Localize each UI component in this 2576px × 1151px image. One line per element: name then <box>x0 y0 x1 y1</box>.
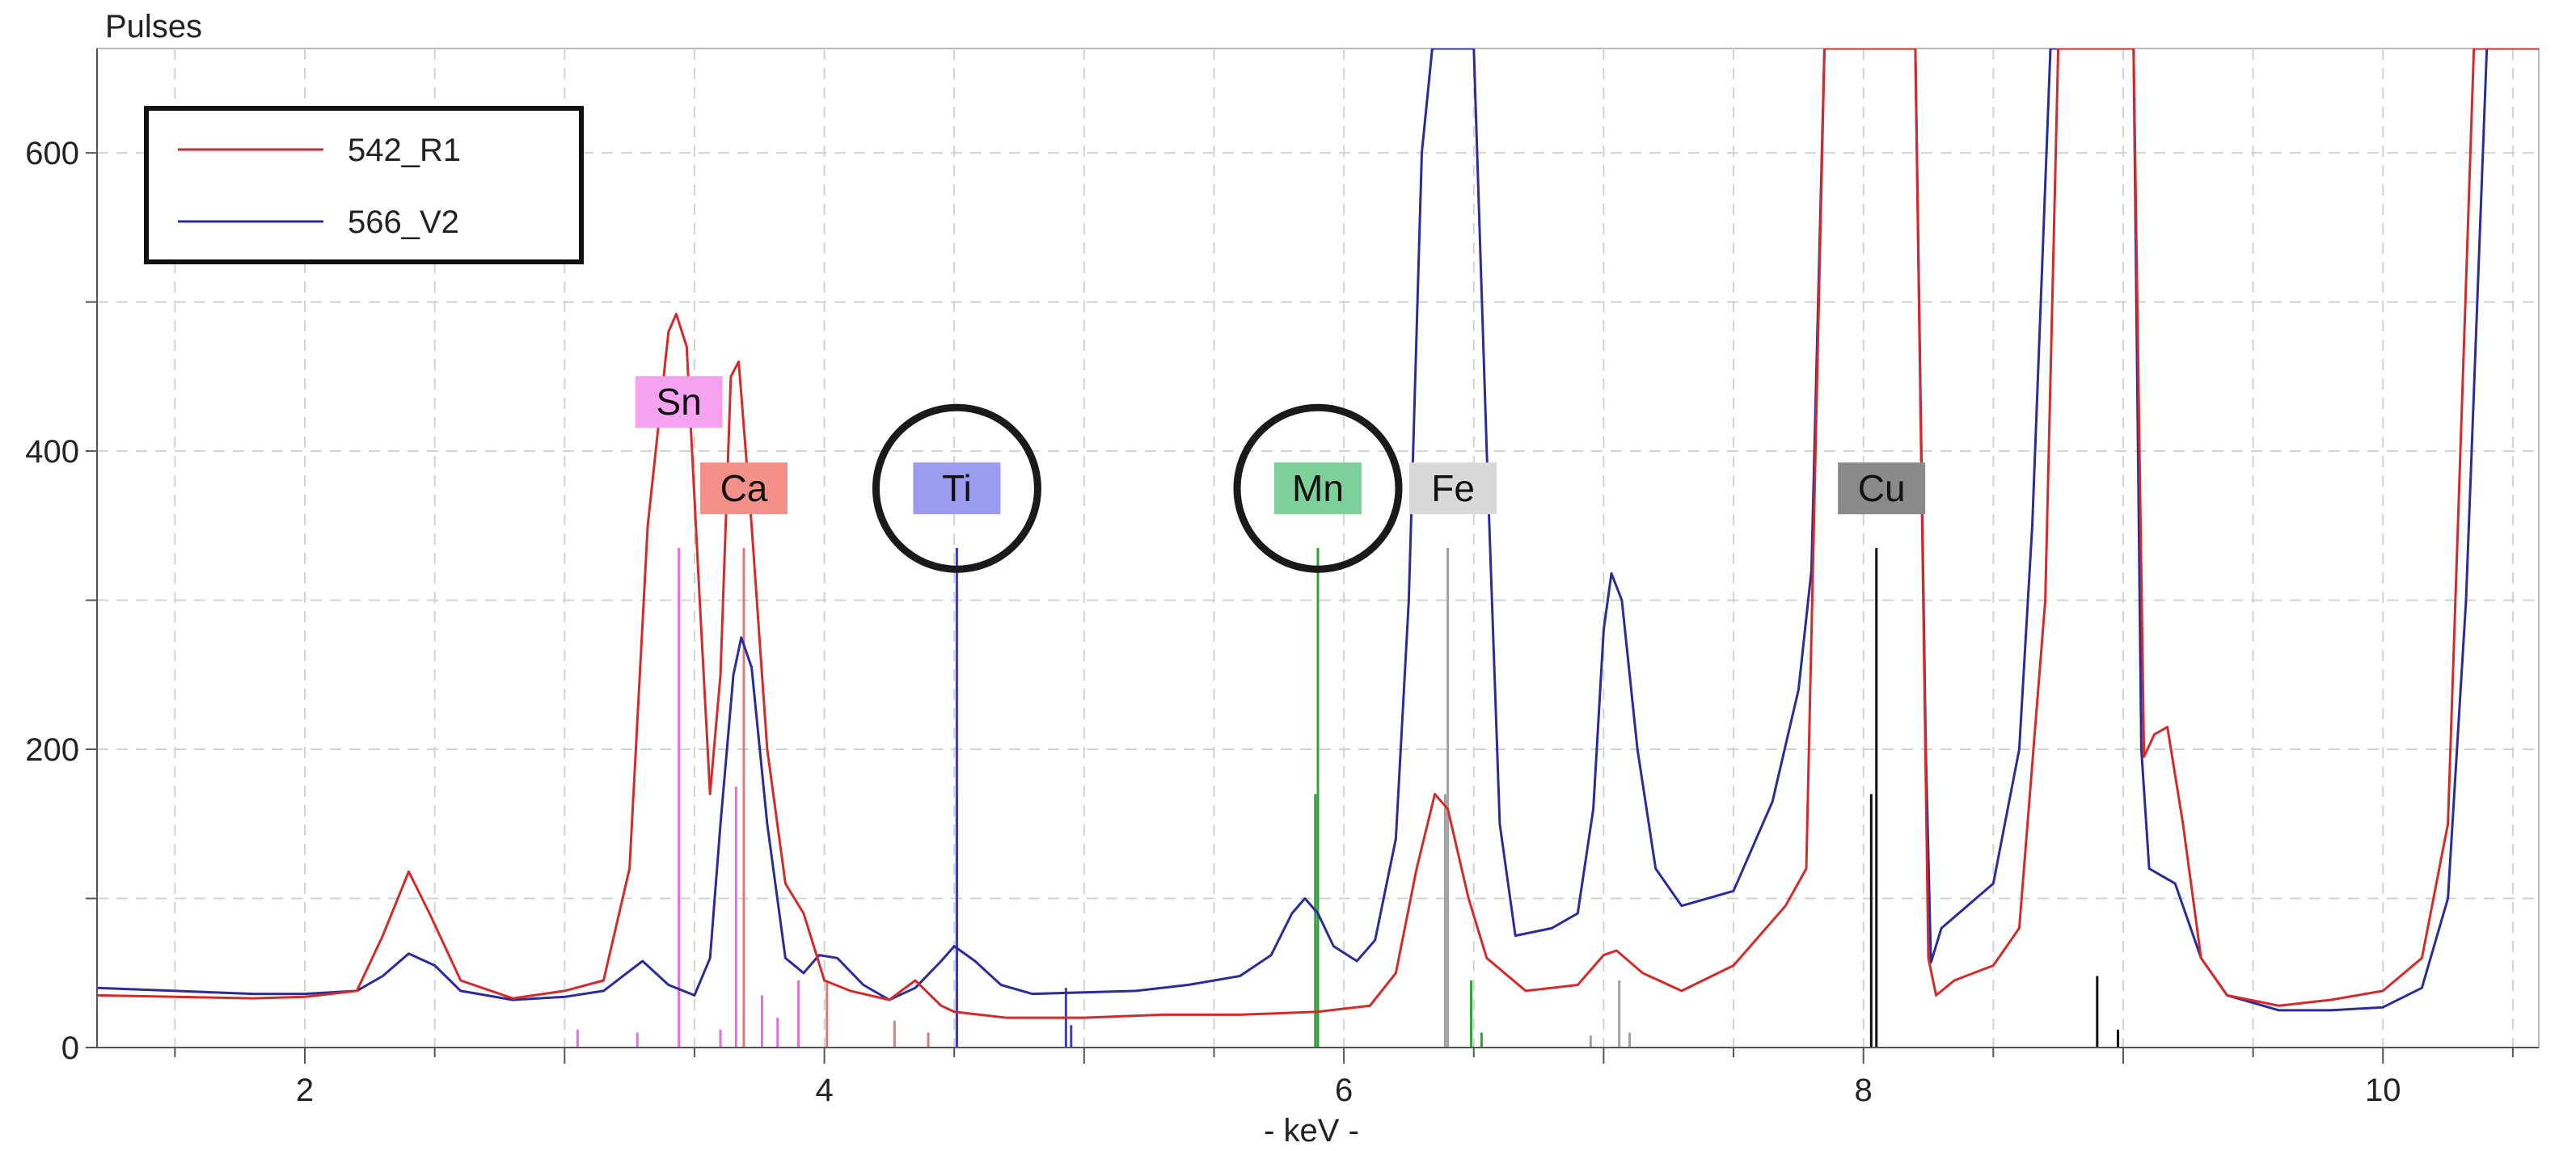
legend-label-542-r1: 542_R1 <box>348 133 461 168</box>
x-tick-label: 6 <box>1335 1073 1353 1108</box>
y-tick-label: 0 <box>61 1031 79 1066</box>
legend-label-566-v2: 566_V2 <box>348 204 459 240</box>
element-label-box-sn <box>635 376 723 428</box>
element-label-ti: Ti <box>942 467 972 509</box>
y-axis-title: Pulses <box>105 9 202 44</box>
element-labels: Sn Ca Ti Mn Fe Cu <box>635 376 1926 573</box>
x-tick-label: 4 <box>815 1073 833 1108</box>
element-label-box-mn <box>1274 462 1362 515</box>
series-lines <box>97 48 2539 1019</box>
element-label-sn: Sn <box>657 381 702 423</box>
element-label-fe: Fe <box>1431 467 1475 509</box>
x-tick-label: 10 <box>2365 1073 2401 1108</box>
element-label-box-fe <box>1409 462 1497 515</box>
y-tick-label: 400 <box>25 434 79 470</box>
x-tick-label: 2 <box>296 1073 314 1108</box>
element-label-box-cu <box>1838 462 1926 515</box>
element-label-box-ca <box>699 462 788 515</box>
highlight-circle-ti <box>872 403 1041 573</box>
element-label-cu: Cu <box>1858 467 1906 509</box>
axes: 2 4 6 8 10 0 200 400 600 <box>25 48 2539 1108</box>
x-tick-label: 8 <box>1855 1073 1873 1108</box>
y-tick-label: 200 <box>25 732 79 768</box>
element-label-ca: Ca <box>720 467 768 509</box>
y-tick-label: 600 <box>25 136 79 171</box>
highlight-circle-mn <box>1233 403 1403 573</box>
legend-box <box>144 106 584 264</box>
element-marker-lines <box>576 548 2120 1048</box>
element-label-box-ti <box>913 462 1001 515</box>
x-axis-title: - keV - <box>1264 1113 1359 1149</box>
series-line-566-v2 <box>97 48 2539 1012</box>
element-label-mn: Mn <box>1292 467 1344 509</box>
series-line-542-r1 <box>97 48 2539 1019</box>
legend: 542_R1 566_V2 <box>144 106 584 264</box>
